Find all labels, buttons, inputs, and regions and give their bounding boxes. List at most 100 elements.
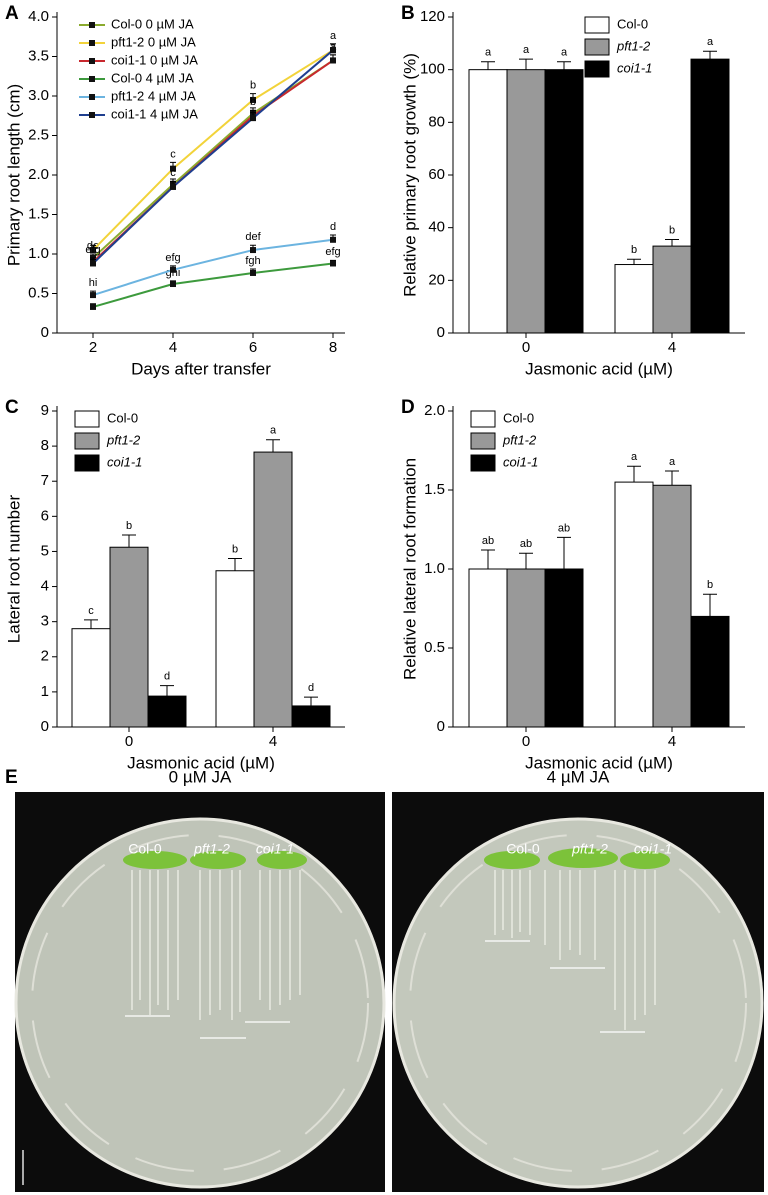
y-tick-label: 2.5 [28,126,49,143]
y-tick-label: 8 [41,437,49,454]
error-bar [122,534,136,548]
significance-letter: ab [520,538,532,550]
bar [215,570,255,728]
marker [250,115,256,122]
legend-label: coi1-1 [107,454,142,469]
seedlings [123,848,670,869]
legend-label: Col-0 [503,410,534,425]
y-tick-label: 60 [428,166,445,183]
series-line [92,49,334,251]
legend-label: Col-0 4 µM JA [111,70,194,85]
panel-label: E [5,767,18,788]
legend-label: coi1-1 0 µM JA [111,52,198,67]
error-bar [266,439,280,453]
y-tick-label: 9 [41,402,49,419]
bar [652,484,692,728]
y-axis-title: Primary root length (cm) [4,84,23,266]
genotype-label: Col-0 [506,841,540,857]
marker [250,96,256,103]
y-tick-label: 5 [41,542,49,559]
error-bar [304,696,318,706]
panel-label: D [401,397,415,418]
y-tick-label: 6 [41,507,49,524]
legend-label: coi1-1 4 µM JA [111,106,198,121]
marker [90,260,96,267]
marker [170,266,176,273]
significance-letter: b [126,520,132,532]
significance-letter: efg [325,246,340,258]
legend-label: pft1-2 [502,432,537,447]
error-bar [703,50,717,60]
y-tick-label: 4.0 [28,8,49,25]
error-bar [84,619,98,629]
y-axis-title: Lateral root number [4,494,23,643]
marker [330,260,336,267]
x-tick-label: 0 [522,733,530,750]
y-tick-label: 40 [428,219,445,236]
legend-swatch [470,410,496,428]
y-tick-label: 0.5 [28,284,49,301]
x-tick-label: 4 [169,339,177,356]
genotype-label: pft1-2 [571,841,608,857]
marker [170,183,176,190]
bar [468,568,508,728]
x-tick-label: 2 [89,339,97,356]
y-tick-label: 7 [41,472,49,489]
significance-letter: a [669,456,676,468]
significance-letter: c [170,167,176,179]
legend-label: pft1-2 [106,432,141,447]
marker [250,247,256,254]
y-tick-label: 2.0 [28,166,49,183]
roots [22,870,656,1185]
legend-swatch [74,410,100,428]
petri-dish [392,817,764,1189]
legend-label: coi1-1 [503,454,538,469]
dish-rim [31,834,369,1172]
dish-rim [409,834,747,1172]
x-axis-title: Jasmonic acid (µM) [525,753,673,772]
legend-marker [89,58,95,64]
significance-letter: efg [85,244,100,256]
error-bar [160,685,174,697]
marker [170,281,176,288]
significance-letter: a [561,47,568,59]
x-tick-label: 0 [522,339,530,356]
legend-label: Col-0 0 µM JA [111,16,194,31]
y-tick-label: 0 [41,324,49,341]
bar [614,264,654,334]
significance-letter: c [88,605,94,617]
y-tick-label: 2 [41,648,49,665]
error-bar [665,470,679,486]
x-axis-title: Days after transfer [131,359,271,378]
marker [250,269,256,276]
y-tick-label: 2.0 [424,402,445,419]
y-tick-label: 0 [41,718,49,735]
error-bar [557,536,571,569]
y-tick-label: 120 [420,8,445,25]
significance-letter: a [707,36,714,48]
error-bar [557,61,571,70]
bar [690,58,730,334]
significance-letter: a [523,44,530,56]
significance-letter: d [164,670,170,682]
y-tick-label: 0 [437,324,445,341]
marker [170,165,176,172]
bar [71,628,111,728]
y-tick-label: 100 [420,61,445,78]
marker [90,303,96,310]
x-tick-label: 0 [125,733,133,750]
bar [506,69,546,334]
x-tick-label: 4 [668,339,676,356]
legend-label: coi1-1 [617,60,652,75]
y-tick-label: 1.5 [28,205,49,222]
error-bar [228,557,242,571]
legend-label: pft1-2 [616,38,651,53]
marker [90,247,96,254]
legend-swatch [470,454,496,472]
y-tick-label: 20 [428,271,445,288]
series-line [92,49,334,265]
error-bar [665,239,679,247]
significance-letter: a [631,451,638,463]
bar [147,695,187,728]
